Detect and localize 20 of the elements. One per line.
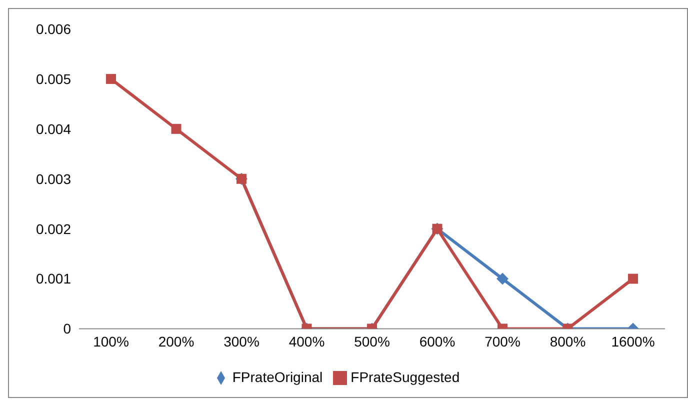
y-tick-label: 0.005 [36, 70, 72, 87]
x-tick-label: 200% [158, 334, 194, 350]
x-tick-label: 1600% [611, 334, 655, 350]
x-tick-label: 100% [93, 334, 129, 350]
x-tick-label: 700% [484, 334, 520, 350]
point [106, 74, 116, 84]
x-tick-label: 800% [550, 334, 586, 350]
x-tick-label: 500% [354, 334, 390, 350]
y-tick-label: 0.003 [36, 170, 72, 187]
y-tick-label: 0.004 [36, 120, 72, 137]
y-tick-label: 0.001 [36, 270, 72, 287]
y-tick-label: 0.006 [36, 20, 72, 37]
x-tick-label: 400% [288, 334, 325, 350]
y-tick-label: 0.002 [36, 220, 72, 237]
y-tick-label: 0 [63, 320, 72, 337]
x-tick-label: 600% [419, 334, 456, 350]
x-tick-label: 300% [224, 334, 260, 350]
legend-label: FPrateOriginal [232, 368, 323, 385]
point [171, 124, 182, 134]
legend-label: FPrateSuggested [350, 368, 460, 385]
